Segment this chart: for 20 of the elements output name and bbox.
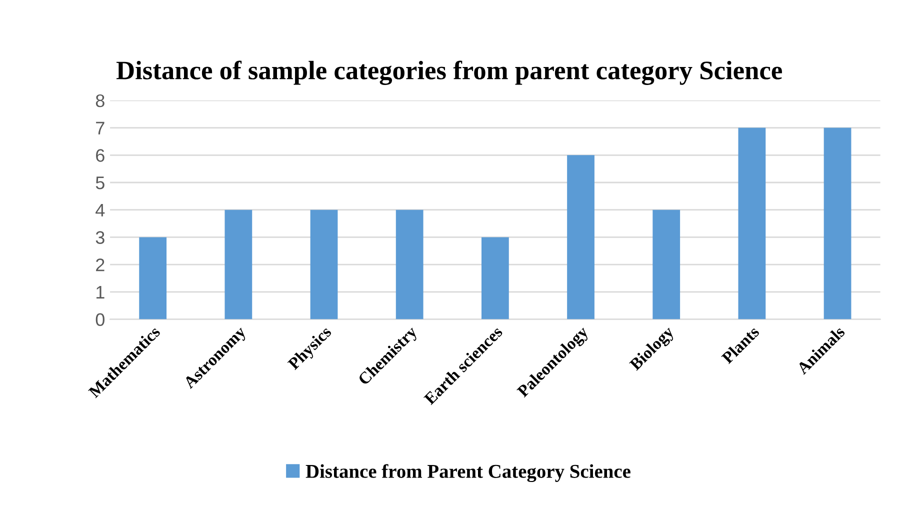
bar xyxy=(824,128,852,320)
bar xyxy=(481,237,509,320)
y-tick-label: 8 xyxy=(96,94,104,108)
bar xyxy=(567,155,594,320)
y-tick-label: 2 xyxy=(96,258,104,272)
bar xyxy=(652,210,680,320)
bar xyxy=(738,128,766,320)
bar xyxy=(310,210,338,320)
y-tick-label: 0 xyxy=(96,313,104,326)
chart-title: Distance of sample categories from parent category Science xyxy=(116,60,782,85)
y-tick-label: 1 xyxy=(96,286,104,298)
y-tick-label: 4 xyxy=(96,204,105,216)
legend-label: Distance from Parent Category Science xyxy=(306,464,630,482)
y-tick-label: 6 xyxy=(96,149,104,162)
bar xyxy=(224,210,252,320)
y-tick-label: 5 xyxy=(96,176,104,190)
bar xyxy=(139,237,167,320)
y-tick-label: 3 xyxy=(96,231,104,244)
y-tick-label: 7 xyxy=(96,122,104,134)
bar xyxy=(396,210,424,320)
